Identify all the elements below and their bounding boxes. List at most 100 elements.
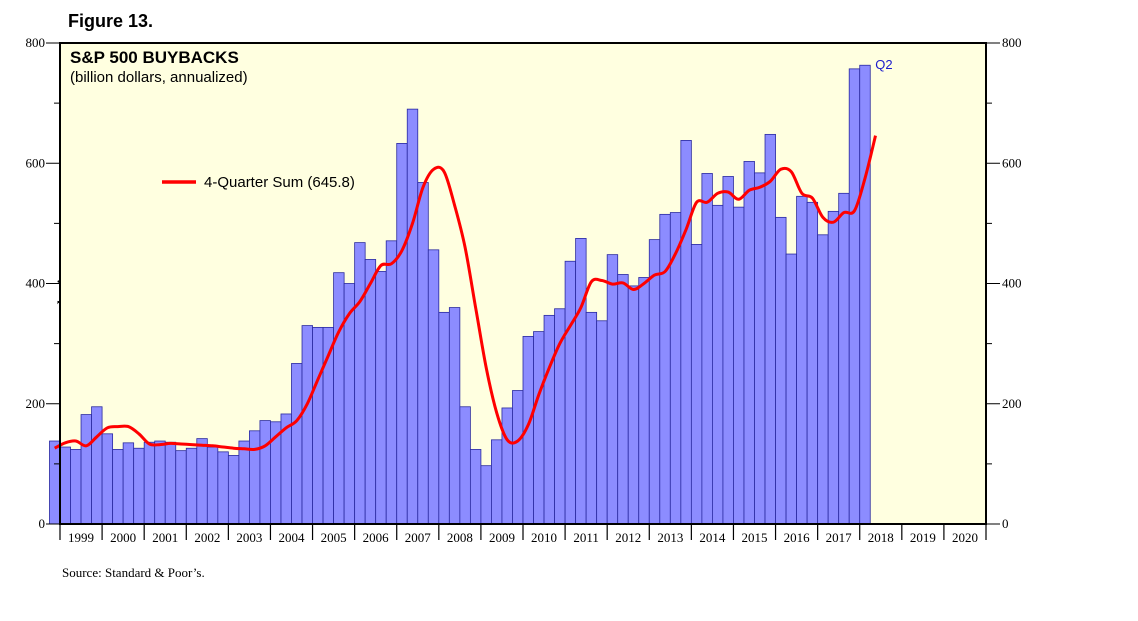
bar-quarter-74 (827, 210, 840, 525)
y-tick-label-right: 800 (1002, 35, 1022, 50)
bar-quarter-8 (133, 447, 145, 525)
bar-quarter-68 (764, 133, 776, 525)
x-tick-label: 2014 (699, 530, 726, 545)
bar-quarter-53 (606, 254, 619, 525)
four-quarter-sum-line (54, 135, 877, 452)
bar-quarter-13 (185, 447, 198, 525)
x-tick-label: 2001 (152, 530, 178, 545)
bar-quarter-42 (491, 439, 503, 525)
source-note: Source: Standard & Poor’s. (62, 565, 205, 580)
bar-quarter-9 (143, 441, 156, 525)
bar-quarter-20 (259, 420, 271, 525)
x-tick-label: 2004 (279, 530, 306, 545)
bar-quarter-62 (701, 173, 713, 525)
x-tick-label: 2013 (657, 530, 683, 545)
bar-quarter-23 (291, 363, 303, 525)
bar-quarter-46 (533, 331, 545, 525)
bar-quarter-3 (80, 414, 92, 525)
x-tick-label: 2005 (321, 530, 347, 545)
bar-quarter-1 (59, 446, 71, 525)
bar-quarter-56 (638, 277, 650, 525)
x-tick-label: 2006 (363, 530, 390, 545)
x-tick-label: 2008 (447, 530, 473, 545)
chart-title: S&P 500 BUYBACKS (70, 48, 239, 67)
x-tick-label: 2010 (531, 530, 557, 545)
bar-quarter-58 (659, 213, 671, 525)
x-tick-label: 2016 (784, 530, 811, 545)
bar-quarter-77 (859, 64, 871, 525)
x-tick-label: 2003 (236, 530, 262, 545)
bar-quarter-75 (838, 192, 850, 525)
bar-quarter-11 (164, 441, 177, 525)
bar-quarter-29 (354, 242, 366, 525)
bar-quarter-30 (364, 259, 377, 525)
bar-quarter-0 (49, 440, 61, 525)
bar-quarter-18 (238, 440, 250, 525)
bar-quarter-50 (575, 238, 587, 525)
bar-quarter-35 (417, 182, 429, 525)
bar-quarter-54 (617, 274, 629, 525)
y-tick-label-right: 600 (1002, 155, 1022, 170)
bar-quarter-15 (206, 446, 219, 525)
bar-quarter-5 (101, 433, 114, 525)
x-tick-label: 2020 (952, 530, 978, 545)
bar-quarter-51 (585, 311, 598, 525)
bar-quarter-27 (333, 272, 345, 525)
chart-subtitle: (billion dollars, annualized) (70, 69, 248, 86)
bar-quarter-38 (448, 307, 461, 525)
bar-quarter-37 (438, 311, 450, 525)
bar-quarter-16 (217, 451, 229, 525)
bar-quarter-33 (396, 143, 408, 525)
bar-quarter-66 (743, 161, 755, 525)
y-tick-label-left: 600 (26, 155, 46, 170)
bar-quarter-2 (70, 449, 82, 525)
bar-quarter-65 (733, 206, 745, 525)
bar-quarter-17 (227, 455, 240, 525)
bar-quarter-52 (596, 320, 608, 525)
bar-quarter-25 (312, 326, 324, 525)
x-tick-label: 2015 (742, 530, 768, 545)
y-tick-label-left: 400 (26, 276, 46, 291)
x-tick-label: 2019 (910, 530, 936, 545)
bar-quarter-64 (722, 176, 734, 525)
bar-quarter-47 (543, 314, 555, 525)
axes: 0 0 200 200 400 400 600 600 800 800 1999 2000 2001 20… (26, 35, 1022, 545)
x-tick-label: 2011 (573, 530, 599, 545)
y-tick-label-right: 400 (1002, 276, 1022, 291)
bar-quarter-36 (427, 249, 440, 525)
y-tick-label-left: 200 (26, 396, 46, 411)
bar-series (49, 64, 871, 525)
bar-quarter-31 (375, 271, 387, 525)
latest-quarter-label: Q2 (875, 57, 892, 72)
bar-quarter-14 (196, 438, 208, 525)
y-tick-label-right: 0 (1002, 516, 1009, 531)
x-tick-label: 1999 (68, 530, 94, 545)
y-tick-label-right: 200 (1002, 396, 1022, 411)
x-tick-label: 2000 (110, 530, 136, 545)
y-tick-label-left: 0 (39, 516, 46, 531)
bar-quarter-55 (627, 285, 640, 525)
bar-quarter-7 (122, 442, 135, 525)
bar-quarter-71 (796, 195, 808, 525)
x-tick-label: 2002 (194, 530, 220, 545)
bar-quarter-10 (154, 440, 166, 525)
bar-quarter-12 (175, 450, 187, 525)
bar-quarter-4 (91, 406, 103, 525)
line-series (54, 135, 877, 452)
bar-quarter-32 (385, 240, 398, 525)
bar-quarter-69 (775, 216, 787, 525)
bar-quarter-24 (301, 325, 313, 525)
bar-quarter-6 (112, 449, 124, 525)
bar-quarter-61 (690, 244, 703, 525)
legend: 4-Quarter Sum (645.8) (162, 174, 355, 191)
bar-quarter-63 (712, 204, 724, 525)
bar-quarter-40 (469, 449, 482, 525)
bar-quarter-57 (648, 239, 661, 525)
bar-quarter-60 (680, 140, 692, 525)
bar-quarter-43 (501, 407, 513, 525)
bar-quarter-39 (459, 406, 471, 525)
bar-quarter-34 (406, 108, 419, 525)
legend-label: 4-Quarter Sum (645.8) (204, 174, 355, 191)
y-tick-label-left: 800 (26, 35, 46, 50)
